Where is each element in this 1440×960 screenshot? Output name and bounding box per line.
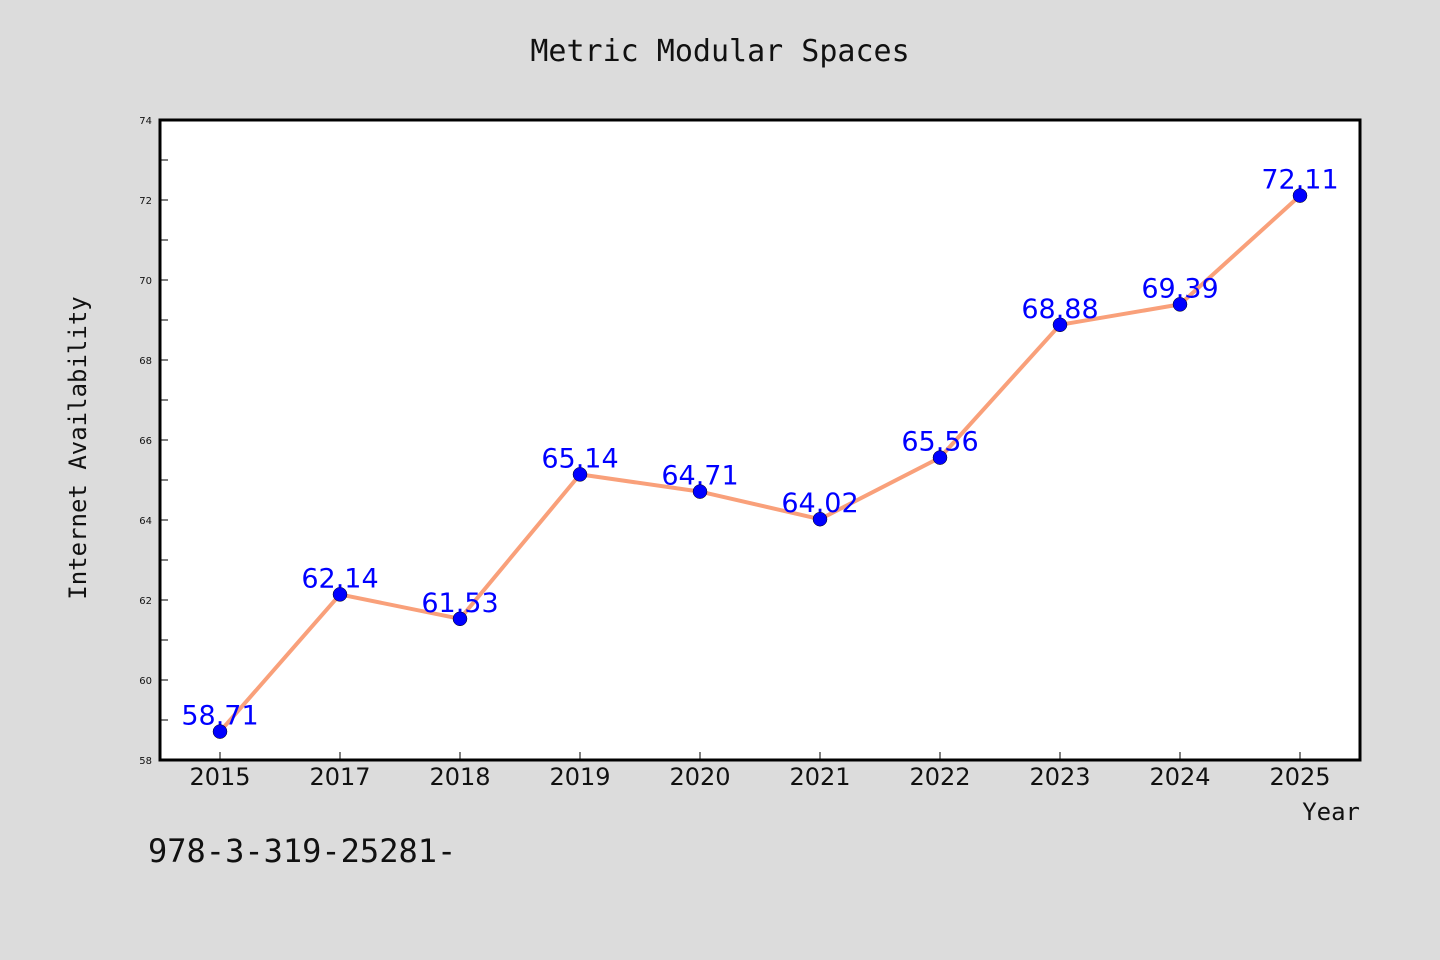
- data-point: [452, 611, 468, 627]
- data-point: [1172, 297, 1188, 312]
- y-tick-label: 58: [139, 756, 152, 767]
- data-label: 62.14: [301, 563, 378, 594]
- data-point: [332, 587, 348, 602]
- x-tick-label: 2017: [309, 763, 370, 791]
- data-point: [932, 450, 948, 465]
- data-label: 64.71: [661, 461, 738, 492]
- x-tick-label: 2021: [789, 763, 850, 791]
- data-point: [212, 724, 228, 739]
- series-group: [212, 188, 1308, 739]
- y-tick-label: 72: [139, 196, 152, 207]
- data-label: 61.53: [421, 588, 498, 619]
- y-tick-label: 70: [139, 276, 152, 287]
- data-point: [572, 467, 588, 482]
- x-tick-label: 2025: [1269, 763, 1330, 791]
- data-point: [1292, 188, 1308, 203]
- x-tick-label: 2018: [429, 763, 490, 791]
- data-label: 64.02: [781, 488, 858, 519]
- series-line: [218, 194, 1302, 733]
- x-axis: 2015 2017 2018 2019 2020 2021 2022 2023 2024 2025: [189, 752, 1331, 791]
- data-point: [1052, 317, 1068, 333]
- x-tick-label: 2015: [189, 763, 250, 791]
- data-label: 58.71: [181, 701, 258, 732]
- plot-frame: [158, 118, 1362, 762]
- data-label: 69.39: [1141, 273, 1218, 304]
- data-label: 68.88: [1021, 294, 1098, 325]
- plot-area: [160, 120, 1360, 760]
- x-tick-label: 2019: [549, 763, 610, 791]
- y-tick-label: 60: [139, 676, 152, 687]
- x-tick-label: 2020: [669, 763, 730, 791]
- y-tick-label: 66: [139, 436, 152, 447]
- y-tick-label: 62: [139, 596, 152, 607]
- y-tick-label: 64: [139, 516, 152, 527]
- x-tick-label: 2023: [1029, 763, 1090, 791]
- chart-title: Metric Modular Spaces: [530, 34, 910, 69]
- data-label: 65.56: [901, 427, 978, 458]
- x-tick-label: 2022: [909, 763, 970, 791]
- y-tick-label: 68: [139, 356, 152, 367]
- data-label: 65.14: [541, 443, 618, 474]
- y-axis-label: Internet Availability: [64, 296, 92, 599]
- data-point: [692, 484, 708, 499]
- isbn-text: 978-3-319-25281-: [148, 832, 457, 870]
- data-label: 72.11: [1261, 165, 1338, 196]
- y-tick-label: 74: [139, 116, 152, 127]
- x-axis-label: Year: [1302, 798, 1360, 826]
- x-tick-label: 2024: [1149, 763, 1210, 791]
- data-point: [812, 511, 828, 527]
- data-label-group: 58.71 62.14 61.53 65.14 64.71 64.02 65.56 68.88…: [181, 165, 1338, 732]
